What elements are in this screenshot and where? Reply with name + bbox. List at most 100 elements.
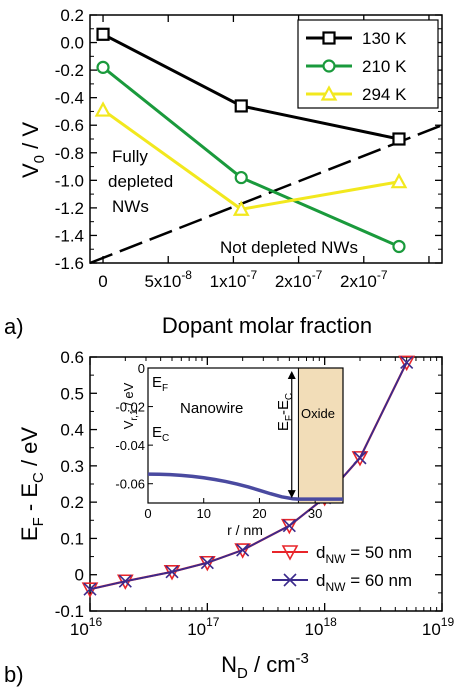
y-tick-label: -1.0 (55, 171, 84, 190)
data-point (392, 132, 406, 146)
x-tick-label: 5x10-8 (144, 268, 192, 291)
inset-label-oxide: Oxide (301, 406, 335, 421)
data-point (232, 200, 250, 216)
y-tick-label: -1.6 (55, 254, 84, 273)
panel-a-label: a) (4, 314, 24, 339)
y-tick-label: 0.1 (60, 529, 84, 548)
inset-label-nanowire: Nanowire (180, 400, 243, 417)
x-tick-label: 1017 (187, 615, 220, 639)
panel-a: 0 5x10-8 1x10-7 2x10-7 2x10-7 0.2 0.0 -0.2 -0.4… (4, 6, 443, 339)
data-point (96, 60, 110, 74)
annotation-fully: Fully (112, 147, 148, 166)
inset-y-tick-label: -0.02 (115, 400, 145, 415)
data-point (351, 451, 369, 467)
inset-y-label: Vr,1 / eV (121, 382, 140, 429)
legend-label: dNW = 50 nm (316, 543, 412, 566)
data-point (390, 172, 408, 189)
data-point (83, 582, 97, 596)
inset-x-tick-label: 20 (252, 506, 266, 521)
data-point (282, 519, 296, 533)
x-tick-label: 1018 (305, 615, 338, 639)
y-tick-label: -0.2 (55, 61, 84, 80)
inset-label-ec: EC (152, 424, 169, 444)
y-tick-label: 0.6 (60, 348, 84, 367)
panel-a-x-label: Dopant molar fraction (162, 313, 372, 338)
data-point (165, 565, 179, 579)
arrow-head-down (287, 490, 296, 499)
data-point (118, 574, 132, 588)
panel-b-y-label: EF - EC / eV (17, 427, 47, 542)
panel-a-y-tick-labels: 0.2 0.0 -0.2 -0.4 -0.6 -0.8 -1.0 -1.2 -1.4 -1.6 (55, 6, 84, 273)
y-tick-label: -0.8 (55, 144, 84, 163)
y-tick-label: -0.6 (55, 116, 84, 135)
inset-x-tick-labels: 0 10 20 30 (144, 506, 322, 521)
panel-a-legend: 130 K 210 K 294 K (297, 19, 439, 109)
y-tick-label: -0.1 (55, 602, 84, 621)
data-point (200, 556, 214, 570)
data-point (234, 99, 248, 113)
panel-b-x-label: ND / cm-3 (221, 650, 309, 682)
panel-b-label: b) (4, 662, 24, 687)
legend-marker (281, 545, 299, 561)
annotation-not-depleted: Not depleted NWs (220, 238, 358, 257)
inset-frame (147, 367, 344, 504)
data-point (281, 518, 298, 535)
data-point (353, 451, 367, 465)
data-point (400, 355, 414, 370)
data-point (96, 27, 110, 41)
data-point (392, 239, 406, 254)
legend-label: 210 K (362, 57, 407, 76)
data-point (81, 582, 99, 598)
annotation-nws: NWs (112, 197, 149, 216)
inset-potential-curve (147, 472, 343, 501)
inset-x-tick-label: 10 (196, 506, 210, 521)
inset-energy-arrow (287, 371, 296, 499)
inset-x-label: r / nm (227, 522, 263, 538)
y-tick-label: 0.2 (60, 6, 84, 25)
x-tick-label: 0 (98, 272, 107, 291)
panel-b-x-tick-labels: 1016 1017 1018 1019 (70, 615, 455, 639)
legend-label: dNW = 60 nm (316, 571, 412, 594)
y-tick-label: -1.4 (55, 226, 84, 245)
annotation-depleted: depleted (108, 172, 173, 191)
panel-b-legend: dNW = 50 nm dNW = 60 nm (272, 543, 412, 594)
x-tick-label: 1016 (70, 615, 103, 639)
x-tick-label: 2x10-7 (340, 268, 388, 291)
inset-label-ef-ec: EF-EC (275, 393, 295, 431)
panel-b-y-tick-labels: -0.1 0 0.1 0.2 0.3 0.4 0.5 0.6 (55, 348, 84, 621)
inset-y-tick-label: -0.06 (115, 477, 145, 492)
x-tick-label: 2x10-7 (275, 268, 323, 291)
arrow-head-up (287, 371, 296, 379)
legend-label: 294 K (362, 85, 407, 104)
inset-label-ef: EF (152, 374, 168, 394)
legend-marker (320, 85, 338, 101)
legend-marker (283, 573, 297, 587)
y-tick-label: -1.2 (55, 199, 84, 218)
x-tick-label: 1019 (422, 615, 455, 639)
panel-a-x-tick-labels: 0 5x10-8 1x10-7 2x10-7 2x10-7 (98, 268, 388, 291)
y-tick-label: 0.2 (60, 493, 84, 512)
data-point (398, 355, 416, 372)
inset-plot: 0 10 20 30 0-0.02-0.04-0.06 EF EC Nanowire … (115, 361, 344, 538)
inset-oxide-region (298, 368, 343, 503)
y-tick-label: 0.3 (60, 457, 84, 476)
panel-b: 1016 1017 1018 1019 -0.1 0 0.1 0.2 0.3 0.4 0.5 0.6… (4, 348, 454, 687)
panel-a-y-label: V0 / V (18, 122, 48, 178)
inset-x-tick-label: 30 (308, 506, 322, 521)
inset-y-tick-label: 0 (138, 361, 145, 376)
y-tick-label: 0.0 (60, 34, 84, 53)
data-point (234, 170, 248, 185)
legend-marker (322, 59, 336, 73)
y-tick-label: 0.4 (60, 421, 84, 440)
inset-x-tick-label: 0 (144, 506, 151, 521)
panel-b-ticks (89, 356, 443, 612)
y-tick-label: 0.5 (60, 384, 84, 403)
inset-y-tick-label: -0.04 (115, 438, 145, 453)
inset-y-tick-labels: 0 -0.02 -0.04 -0.06 (115, 361, 145, 492)
data-point (94, 101, 112, 117)
data-point (236, 543, 250, 557)
legend-label: 130 K (362, 29, 407, 48)
x-tick-label: 1x10-7 (210, 268, 258, 291)
y-tick-label: 0 (75, 566, 84, 585)
